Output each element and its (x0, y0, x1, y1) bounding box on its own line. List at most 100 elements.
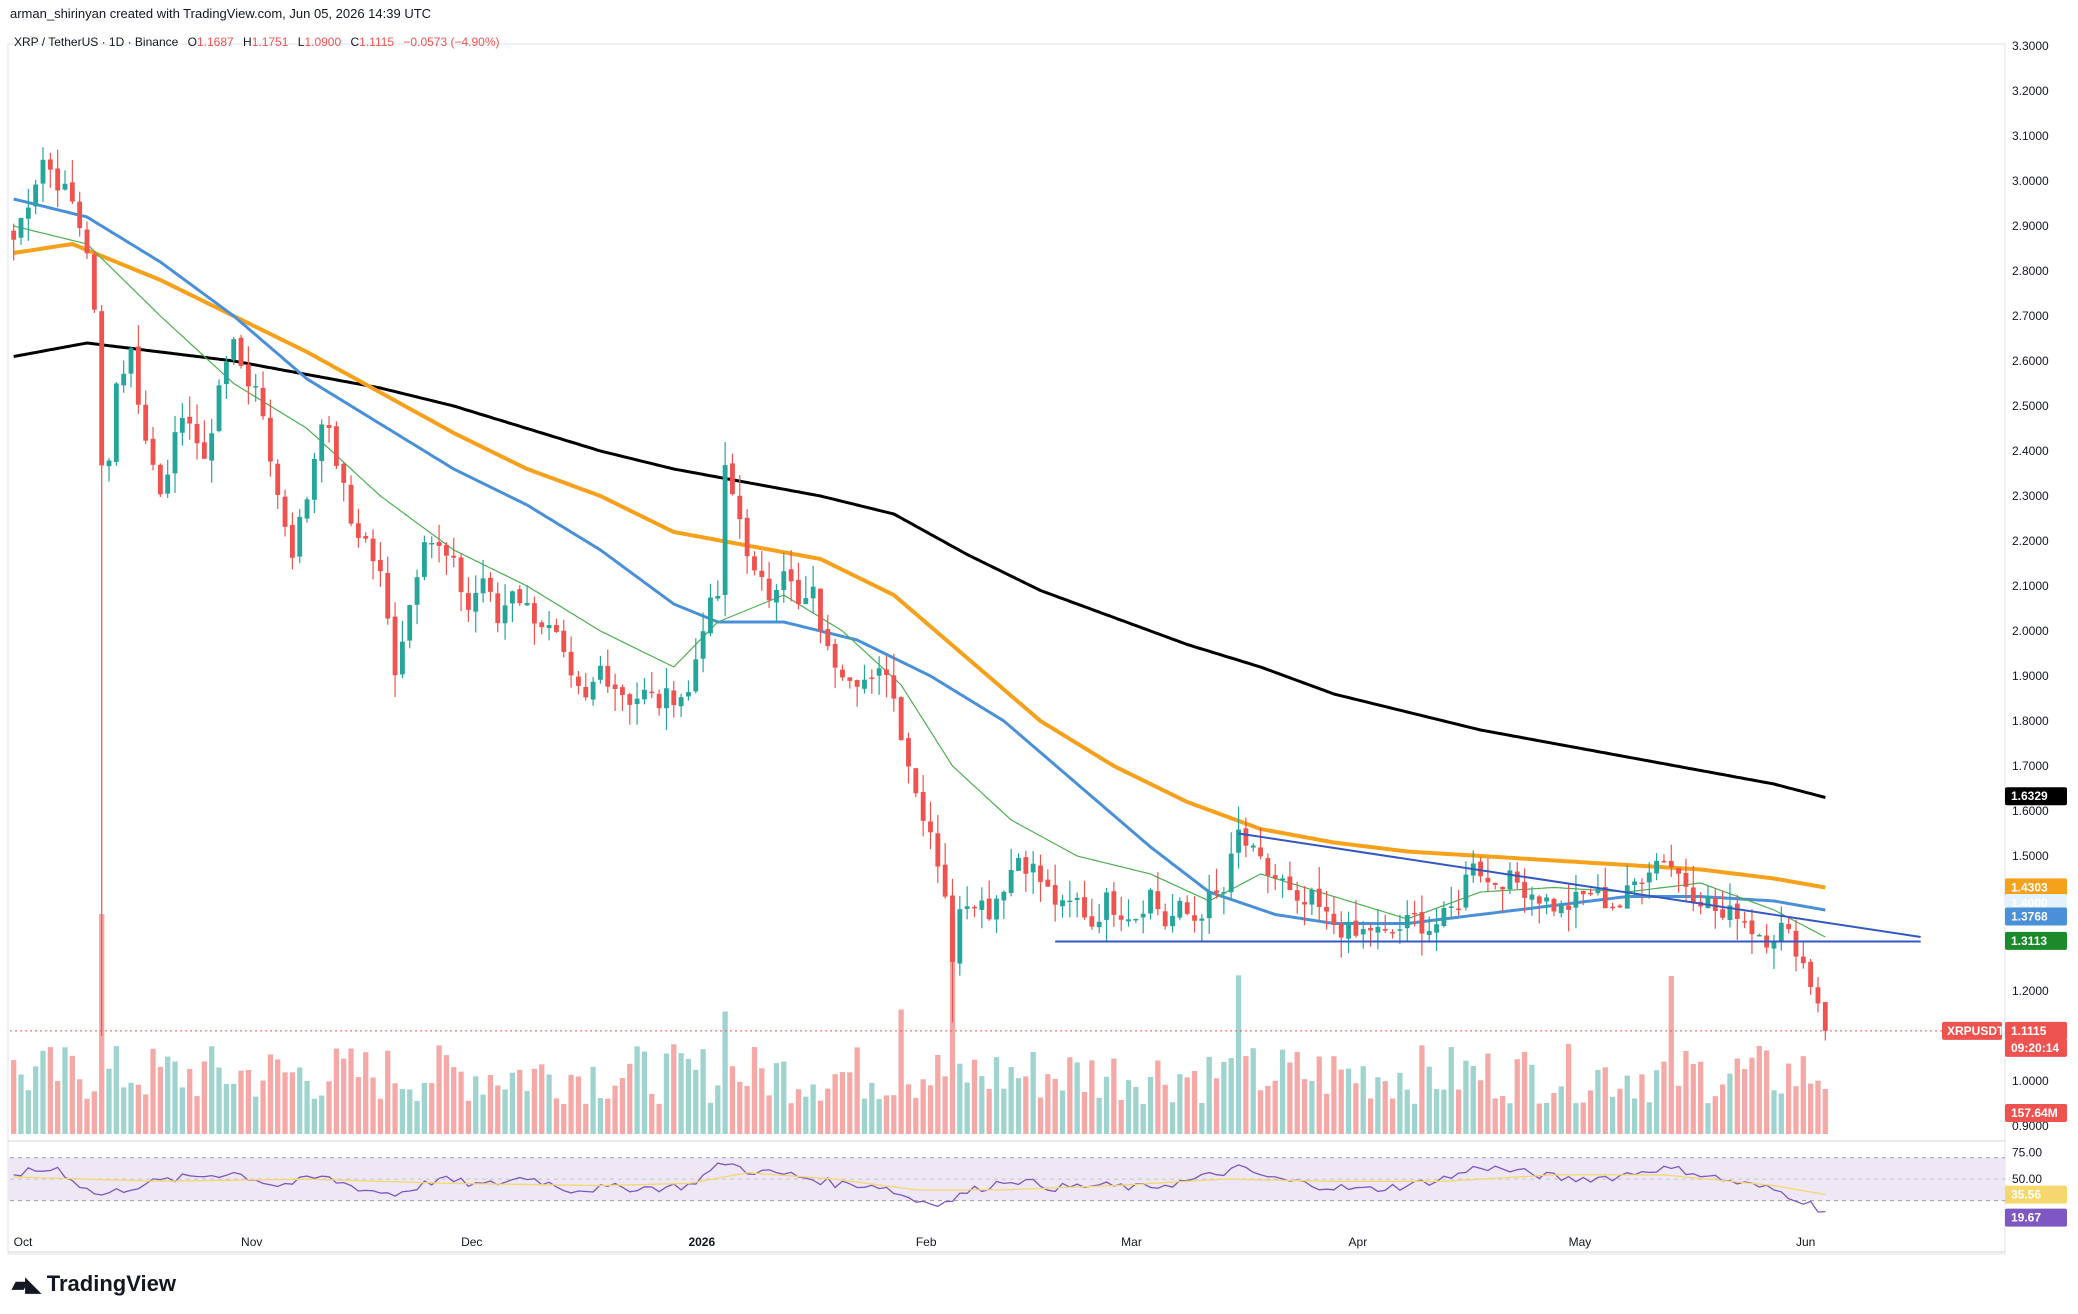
candle-body (898, 697, 904, 741)
volume-bar (1294, 1051, 1300, 1134)
volume-bar (1397, 1072, 1403, 1134)
candle-body (1507, 870, 1513, 890)
candle-body (414, 577, 420, 605)
candle-body (1720, 909, 1726, 918)
volume-bar (69, 1055, 75, 1134)
volume-bar (663, 1053, 670, 1134)
candle-body (891, 675, 897, 699)
volume-bar (370, 1077, 376, 1134)
volume-bar (920, 1079, 926, 1134)
candle-body (1111, 891, 1117, 915)
candle-body (319, 424, 325, 462)
volume-bar (1074, 1062, 1080, 1134)
volume-bar (1367, 1098, 1374, 1134)
volume-bar (1155, 1060, 1161, 1134)
tradingview-brand[interactable]: ▰◣ TradingView (12, 1271, 176, 1297)
high-label: H (243, 35, 252, 49)
volume-bar (1668, 976, 1674, 1134)
candle-body (1448, 906, 1454, 908)
volume-bar (282, 1072, 288, 1134)
candle-body (1360, 929, 1366, 935)
volume-bar (128, 1082, 134, 1134)
rsi-ma-badge-bg (2005, 1185, 2067, 1204)
volume-bar (1309, 1080, 1315, 1134)
volume-bar (957, 1063, 963, 1134)
volume-bar (172, 1061, 178, 1134)
candle-body (33, 184, 39, 207)
candle-body (576, 676, 581, 686)
volume-bar (1199, 1102, 1205, 1134)
volume-bar (1477, 1080, 1484, 1134)
volume-bar (898, 1009, 904, 1134)
time-tick-label: Jun (1796, 1235, 1815, 1249)
candle-body (1126, 919, 1131, 922)
volume-bar (839, 1072, 846, 1134)
price-tick-label: 0.9000 (2012, 1119, 2049, 1133)
candle-body (289, 525, 295, 558)
candle-body (99, 311, 105, 466)
candle-body (216, 385, 222, 432)
volume-bar (40, 1050, 46, 1134)
candle-body (935, 833, 941, 867)
volume-bar (1807, 1083, 1814, 1134)
candle-body (744, 517, 750, 557)
candle-body (1052, 885, 1058, 905)
volume-bar (1507, 1103, 1513, 1134)
volume-bar (62, 1047, 68, 1134)
volume-bar (656, 1103, 662, 1134)
volume-bar (253, 1096, 259, 1134)
candle-body (1397, 929, 1403, 931)
candle-body (399, 641, 405, 675)
volume-bar (927, 1085, 934, 1134)
volume-bar (194, 1096, 200, 1134)
volume-bar (245, 1069, 252, 1134)
candle-body (62, 183, 68, 190)
candle-body (84, 229, 90, 254)
volume-bar (84, 1098, 90, 1134)
volume-bar (1448, 1047, 1454, 1134)
volume-bar (539, 1064, 545, 1134)
price-tick-label: 3.3000 (2012, 39, 2049, 53)
candle-body (392, 616, 398, 676)
volume-bar (1617, 1088, 1623, 1134)
volume-bar (319, 1095, 325, 1134)
time-tick-label: Feb (916, 1235, 937, 1249)
volume-bar (1052, 1078, 1058, 1134)
volume-bar (231, 1083, 237, 1134)
time-tick-label: Oct (14, 1235, 33, 1249)
volume-bar (1661, 1061, 1667, 1134)
volume-bar (1169, 1102, 1176, 1134)
candle-body (355, 523, 361, 538)
volume-bar (1162, 1084, 1168, 1134)
symbol-name[interactable]: XRP / TetherUS · 1D · Binance (14, 35, 179, 49)
volume-bar (1345, 1068, 1352, 1134)
volume-bar (157, 1066, 163, 1134)
candle-body (1096, 921, 1102, 928)
volume-bar (363, 1052, 369, 1134)
volume-bar (612, 1085, 618, 1134)
candle-body (737, 495, 743, 520)
volume-bar (443, 1055, 450, 1134)
candle-body (1522, 882, 1528, 898)
volume-bar (487, 1075, 494, 1134)
candle-body (297, 516, 303, 557)
volume-bar (971, 1059, 978, 1134)
volume-bar (436, 1045, 442, 1134)
volume-bar (1030, 1052, 1036, 1134)
ma-200-badge-bg (2005, 787, 2067, 806)
volume-bar (1756, 1045, 1762, 1134)
ma-200-line (13, 341, 1826, 799)
volume-badge: 157.64M (2011, 1106, 2058, 1120)
price-tick-label: 2.9000 (2012, 219, 2049, 233)
candle-body (1089, 916, 1095, 927)
volume-bar (1338, 1069, 1344, 1134)
candle-body (1324, 907, 1329, 912)
volume-bar (583, 1103, 589, 1134)
candle-body (1551, 898, 1557, 912)
volume-bar (1059, 1090, 1066, 1134)
volume-bar (223, 1083, 230, 1134)
volume-bar (1727, 1073, 1733, 1134)
volume-bar (546, 1074, 552, 1134)
